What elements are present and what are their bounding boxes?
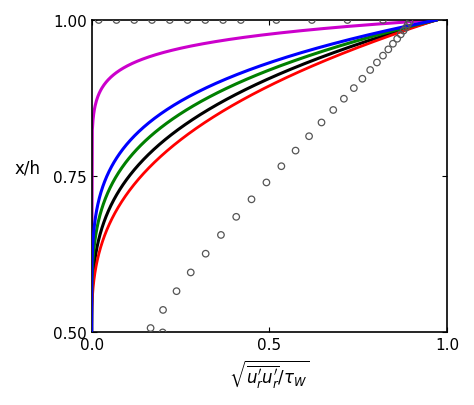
Point [292, 148, 300, 154]
Point [350, 85, 358, 92]
Point [148, 18, 156, 24]
Point [184, 18, 191, 24]
Point [237, 18, 245, 24]
Point [166, 18, 173, 24]
Point [404, 22, 411, 28]
Point [95, 18, 102, 24]
Point [232, 214, 240, 221]
Point [344, 18, 351, 24]
Point [113, 18, 120, 24]
Point [393, 36, 401, 43]
Point [379, 53, 387, 60]
Y-axis label: x/h: x/h [15, 159, 41, 177]
Point [248, 196, 255, 203]
Point [397, 32, 404, 38]
Point [406, 19, 413, 26]
Point [159, 329, 166, 336]
Point [159, 307, 167, 313]
Point [130, 18, 138, 24]
Point [366, 68, 374, 74]
Point [147, 325, 155, 331]
Point [329, 107, 337, 114]
Point [273, 18, 280, 24]
Point [217, 232, 225, 239]
Point [308, 18, 316, 24]
Point [278, 164, 285, 170]
Point [402, 25, 410, 32]
Point [400, 28, 407, 35]
Point [173, 288, 180, 295]
Point [318, 120, 325, 126]
Point [263, 180, 270, 186]
Point [219, 18, 227, 24]
Point [305, 134, 313, 140]
Point [358, 76, 366, 83]
Point [389, 41, 397, 48]
Point [373, 60, 381, 66]
Point [340, 96, 348, 103]
Point [201, 18, 209, 24]
Point [379, 18, 387, 24]
Point [187, 269, 194, 276]
X-axis label: $\sqrt{\overline{u_r^{\prime}u_r^{\prime}}/\tau_W}$: $\sqrt{\overline{u_r^{\prime}u_r^{\prime… [229, 358, 310, 390]
Point [384, 47, 392, 53]
Point [202, 251, 210, 257]
